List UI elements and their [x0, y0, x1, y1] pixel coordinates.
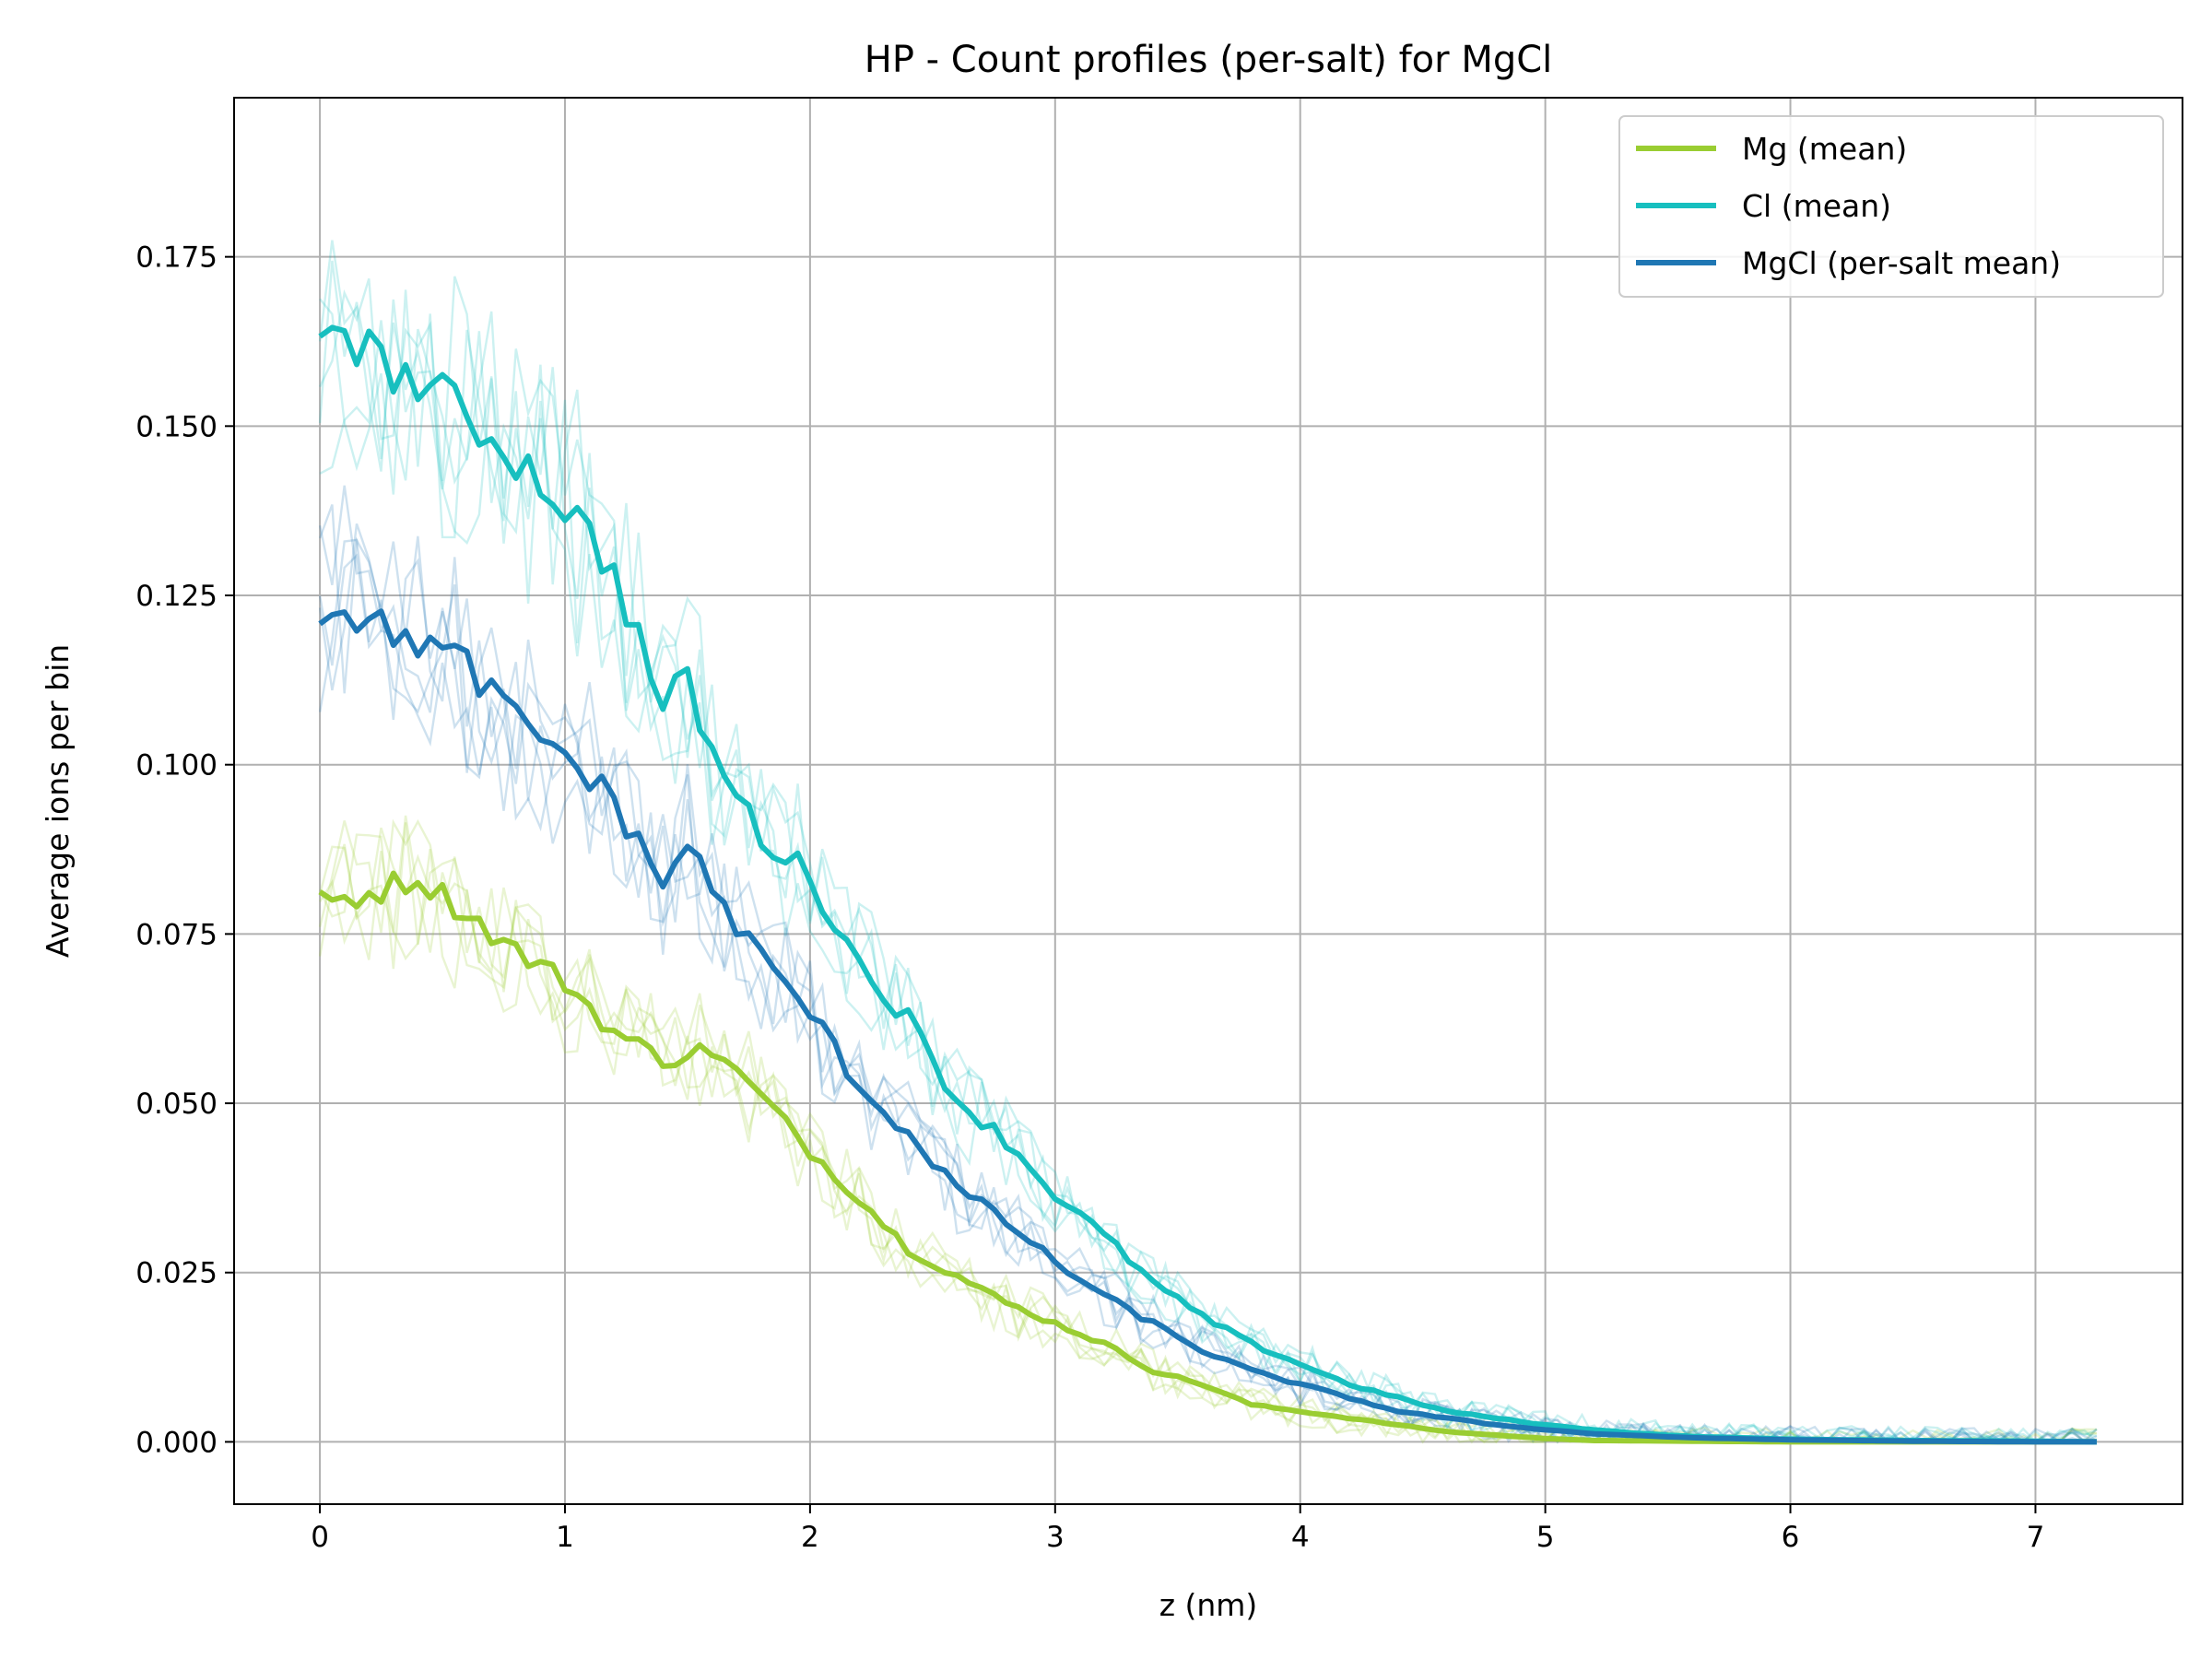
- x-tick-label: 4: [1291, 1521, 1310, 1554]
- chart-title: HP - Count profiles (per-salt) for MgCl: [865, 39, 1553, 81]
- x-tick-label: 5: [1536, 1521, 1555, 1554]
- y-tick-label: 0.150: [135, 410, 218, 443]
- legend: Mg (mean) Cl (mean) MgCl (per-salt mean): [1618, 115, 2164, 298]
- y-axis-ticks: 0.000 0.025 0.050 0.075 0.100 0.125 0.150 0.175: [135, 241, 234, 1459]
- x-tick-label: 2: [801, 1521, 819, 1554]
- replicate-line: [318, 504, 2098, 1444]
- y-tick-label: 0.025: [135, 1257, 218, 1290]
- x-tick-label: 0: [311, 1521, 329, 1554]
- replicate-line: [318, 260, 2098, 1444]
- y-tick-label: 0.125: [135, 580, 218, 613]
- x-tick-label: 3: [1046, 1521, 1065, 1554]
- replicate-line: [318, 523, 2098, 1444]
- legend-box: [1618, 115, 2164, 298]
- legend-label: Cl (mean): [1742, 188, 1891, 224]
- plot-area-background: [234, 98, 2183, 1504]
- y-tick-label: 0.000: [135, 1426, 218, 1459]
- plot-area-frame: [233, 97, 2183, 1505]
- legend-label: MgCl (per-salt mean): [1742, 245, 2061, 281]
- y-tick-label: 0.050: [135, 1088, 218, 1121]
- x-axis-label: z (nm): [1159, 1587, 1258, 1623]
- y-tick-label: 0.175: [135, 241, 218, 275]
- series-lines: [318, 324, 2097, 1445]
- y-axis-label: Average ions per bin: [40, 644, 76, 958]
- series-line-mgcl: [318, 608, 2097, 1445]
- x-tick-label: 1: [556, 1521, 574, 1554]
- y-tick-label: 0.100: [135, 749, 218, 782]
- y-tick-label: 0.075: [135, 918, 218, 951]
- x-axis-ticks: 0 1 2 3 4 5 6 7: [311, 1504, 2044, 1554]
- x-tick-label: 7: [2027, 1521, 2045, 1554]
- x-tick-label: 6: [1782, 1521, 1800, 1554]
- replicate-line: [318, 553, 2098, 1444]
- legend-label: Mg (mean): [1742, 131, 1907, 167]
